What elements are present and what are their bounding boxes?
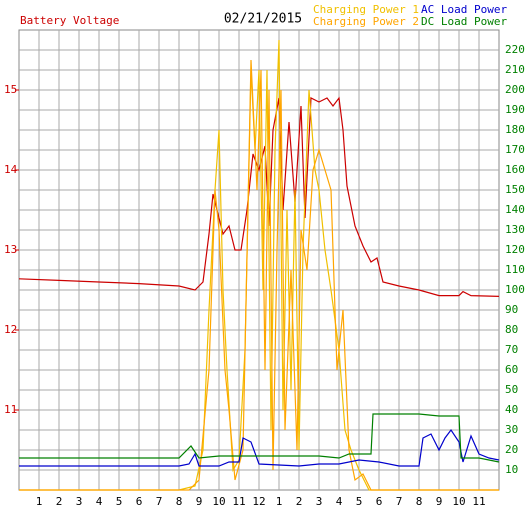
y-tick-label: 13 bbox=[4, 243, 17, 256]
x-tick-label: 1 bbox=[276, 495, 283, 508]
x-tick-label: 8 bbox=[416, 495, 423, 508]
y-tick-label: 15 bbox=[4, 83, 17, 96]
x-tick-label: 8 bbox=[176, 495, 183, 508]
x-tick-label: 7 bbox=[396, 495, 403, 508]
chart-title: 02/21/2015 bbox=[224, 12, 302, 27]
x-tick-label: 10 bbox=[212, 495, 225, 508]
x-tick-label: 6 bbox=[376, 495, 383, 508]
y2-tick-label: 30 bbox=[505, 423, 518, 436]
y2-tick-label: 180 bbox=[505, 123, 525, 136]
y2-tick-label: 190 bbox=[505, 103, 525, 116]
y2-tick-label: 110 bbox=[505, 263, 525, 276]
x-tick-label: 12 bbox=[252, 495, 265, 508]
y2-tick-label: 80 bbox=[505, 323, 518, 336]
y2-tick-label: 140 bbox=[505, 203, 525, 216]
x-tick-label: 2 bbox=[296, 495, 303, 508]
x-tick-label: 9 bbox=[196, 495, 203, 508]
legend-entry: Charging Power 2 bbox=[313, 15, 419, 28]
y2-tick-label: 70 bbox=[505, 343, 518, 356]
x-tick-label: 4 bbox=[96, 495, 103, 508]
y-tick-label: 12 bbox=[4, 323, 17, 336]
series-line bbox=[19, 39, 499, 491]
y-axis-label: Battery Voltage bbox=[20, 14, 119, 27]
x-tick-label: 1 bbox=[36, 495, 43, 508]
y2-tick-label: 150 bbox=[505, 183, 525, 196]
y2-tick-label: 10 bbox=[505, 463, 518, 476]
y-tick-label: 11 bbox=[4, 403, 17, 416]
y2-tick-label: 60 bbox=[505, 363, 518, 376]
y2-tick-label: 100 bbox=[505, 283, 525, 296]
series-line bbox=[19, 413, 500, 463]
y2-tick-label: 90 bbox=[505, 303, 518, 316]
y2-tick-label: 160 bbox=[505, 163, 525, 176]
y2-tick-label: 40 bbox=[505, 403, 518, 416]
y2-tick-label: 220 bbox=[505, 43, 525, 56]
x-tick-label: 9 bbox=[436, 495, 443, 508]
y2-tick-label: 170 bbox=[505, 143, 525, 156]
legend-entry: Charging Power 1 bbox=[313, 3, 419, 16]
series-line bbox=[19, 59, 499, 491]
y-tick-label: 14 bbox=[4, 163, 18, 176]
x-tick-label: 7 bbox=[156, 495, 163, 508]
y2-tick-label: 120 bbox=[505, 243, 525, 256]
x-tick-label: 3 bbox=[76, 495, 83, 508]
x-tick-label: 5 bbox=[356, 495, 363, 508]
legend-entry: DC Load Power bbox=[421, 15, 507, 28]
x-tick-label: 11 bbox=[232, 495, 245, 508]
x-tick-label: 2 bbox=[56, 495, 63, 508]
x-tick-label: 3 bbox=[316, 495, 323, 508]
y2-tick-label: 20 bbox=[505, 443, 518, 456]
x-tick-label: 6 bbox=[136, 495, 143, 508]
y2-tick-label: 210 bbox=[505, 63, 525, 76]
series-line bbox=[18, 96, 500, 297]
y2-tick-label: 200 bbox=[505, 83, 525, 96]
legend-entry: AC Load Power bbox=[421, 3, 507, 16]
x-tick-label: 5 bbox=[116, 495, 123, 508]
y2-tick-label: 50 bbox=[505, 383, 518, 396]
x-tick-label: 11 bbox=[472, 495, 485, 508]
y2-tick-label: 130 bbox=[505, 223, 525, 236]
x-tick-label: 4 bbox=[336, 495, 343, 508]
x-tick-label: 10 bbox=[452, 495, 465, 508]
